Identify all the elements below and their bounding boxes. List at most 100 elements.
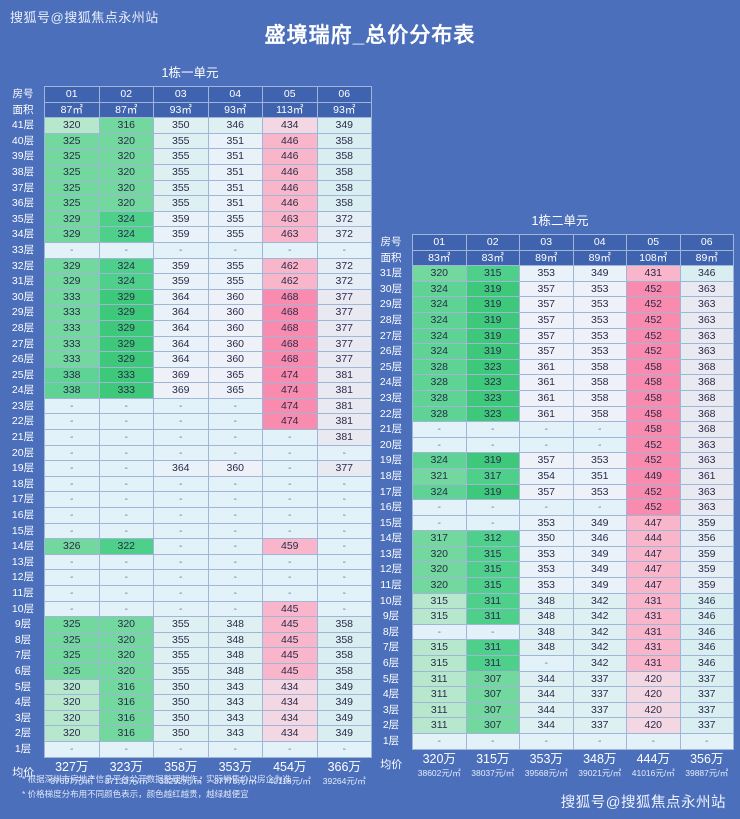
price-cell: 311 [412, 701, 467, 719]
price-cell: 365 [207, 382, 263, 399]
price-cell: 351 [207, 163, 263, 181]
price-cell: 372 [316, 273, 372, 290]
floor-label: 30层 [11, 290, 35, 303]
column-header-04: 04 [207, 86, 263, 103]
price-cell: 431 [626, 608, 681, 625]
table-row: 8层 - -348 342 431 346 [374, 623, 734, 641]
table-row: 29层 324 319 357 353 452 363 [374, 296, 734, 313]
table-row: 26层 324 319 357 353 452 363 [374, 343, 734, 360]
price-cell: 324 [412, 327, 467, 345]
floor-label: 1层 [14, 742, 32, 755]
average-unit-price: 37132元/㎡ [104, 776, 148, 787]
price-cell: 343 [207, 694, 263, 711]
price-cell: 348 [207, 647, 263, 664]
price-cell: 324 [98, 226, 154, 243]
table-header-row: 房号 01 02 03 04 05 06 [374, 234, 734, 251]
price-cell: 350 [153, 694, 209, 711]
price-cell: 364 [153, 335, 209, 353]
price-cell: 474 [262, 366, 318, 384]
price-cell: 446 [262, 195, 318, 212]
average-label: 均价 [380, 758, 403, 771]
price-cell: 372 [316, 226, 372, 243]
table-row: 18层 321 317 354 351 449 361 [374, 467, 734, 485]
price-cell: 342 [572, 608, 627, 625]
price-cell: - [153, 569, 209, 586]
price-cell: 445 [262, 662, 318, 680]
price-cell: 333 [44, 319, 100, 337]
price-cell: 355 [153, 631, 209, 649]
price-cell: 358 [316, 132, 372, 150]
price-cell: 420 [626, 701, 681, 719]
floor-label: 24层 [379, 376, 403, 389]
price-cell: 353 [519, 514, 574, 532]
price-cell: 368 [679, 405, 734, 423]
table-row: 3层 320 316 350 343 434 349 [6, 709, 372, 727]
table-area-row: 面积 83㎡ 83㎡ 89㎡ 89㎡ 108㎡ 89㎡ [374, 249, 734, 267]
price-cell: - [98, 740, 154, 758]
price-cell: 316 [98, 694, 154, 711]
price-cell: - [316, 475, 372, 493]
price-cell: 320 [44, 678, 100, 696]
price-cell: - [153, 740, 209, 758]
price-cell: 323 [465, 358, 520, 376]
price-cell: 342 [572, 639, 627, 657]
average-total: 358万 [164, 759, 198, 774]
floor-label: 3层 [382, 703, 400, 716]
price-cell: 360 [207, 460, 263, 477]
price-cell: - [465, 623, 520, 641]
table-row: 16层 - - - -452 363 [374, 499, 734, 516]
price-cell: - [519, 436, 574, 454]
price-cell: 319 [465, 343, 520, 360]
price-cell: 353 [572, 296, 627, 313]
floor-label: 13层 [11, 555, 35, 568]
table-row: 7层 325 320 355 348 445 358 [6, 647, 372, 664]
area-value-06: 89㎡ [679, 249, 734, 267]
price-cell: 329 [98, 319, 154, 337]
price-cell: - [153, 553, 209, 571]
area-value-01: 87㎡ [44, 101, 100, 119]
price-cell: - [465, 733, 520, 750]
price-cell: - [519, 733, 574, 750]
area-value-03: 93㎡ [153, 101, 209, 119]
price-cell: 447 [626, 545, 681, 563]
price-cell: 434 [262, 725, 318, 742]
average-cell: 454万 40118元/㎡ [263, 757, 318, 789]
price-cell: 316 [98, 725, 154, 742]
floor-label: 8层 [382, 625, 400, 638]
price-cell: - [316, 553, 372, 571]
average-total: 366万 [327, 759, 361, 774]
average-total: 444万 [636, 751, 670, 766]
price-cell: 452 [626, 296, 681, 313]
price-cell: - [44, 475, 100, 493]
average-total: 356万 [690, 751, 724, 766]
price-cell: - [572, 499, 627, 516]
price-cell: 353 [572, 280, 627, 298]
price-cell: 446 [262, 132, 318, 150]
price-cell: 358 [316, 631, 372, 649]
price-cell: 317 [412, 530, 467, 547]
price-cell: 323 [465, 374, 520, 391]
price-cell: 333 [44, 304, 100, 321]
price-cell: 337 [572, 670, 627, 688]
price-cell: 468 [262, 304, 318, 321]
price-cell: 363 [679, 280, 734, 298]
price-cell: 326 [44, 538, 100, 555]
price-cell: - [316, 444, 372, 462]
price-cell: 307 [465, 717, 520, 734]
price-cell: - [465, 499, 520, 516]
price-cell: 357 [519, 296, 574, 313]
price-cell: - [153, 413, 209, 431]
price-cell: - [412, 421, 467, 438]
table-row: 19层 324 319 357 353 452 363 [374, 452, 734, 469]
price-cell: 325 [44, 195, 100, 212]
price-cell: 434 [262, 678, 318, 696]
average-unit-price: 38037元/㎡ [471, 768, 515, 779]
price-cell: 320 [98, 195, 154, 212]
price-cell: 468 [262, 351, 318, 368]
price-cell: 357 [519, 311, 574, 329]
column-header-05: 05 [626, 234, 681, 251]
price-cell: - [153, 429, 209, 446]
price-cell: 311 [412, 686, 467, 703]
price-cell: - [262, 507, 318, 524]
table-row: 37层 325 320 355 351 446 358 [6, 179, 372, 197]
